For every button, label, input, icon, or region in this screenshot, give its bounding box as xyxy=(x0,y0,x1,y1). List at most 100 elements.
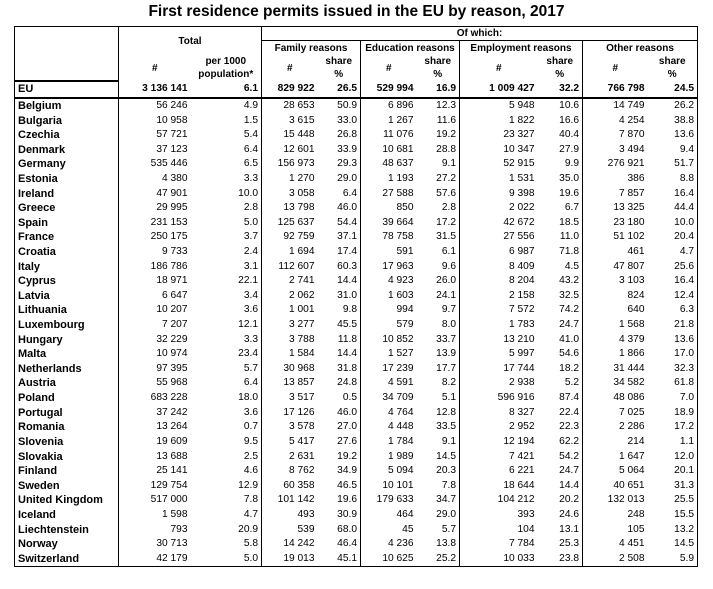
family-share-cell: 27.6 xyxy=(317,434,361,450)
education-count-cell: 1 989 xyxy=(388,450,414,462)
header-employment-share: share% xyxy=(537,55,583,81)
other-share-cell: 14.5 xyxy=(647,536,698,552)
other-count-cell: 48 086 xyxy=(613,392,645,404)
education-count-cell: 6 896 xyxy=(388,99,414,111)
family-count-cell: 156 973 xyxy=(277,158,315,170)
country-cell: Switzerland xyxy=(14,551,119,568)
education-count-cell: 179 633 xyxy=(376,494,414,506)
header-family-share: share% xyxy=(317,55,361,81)
per-1000-cell: 5.8 xyxy=(190,536,262,552)
other-count-cell: 386 xyxy=(627,172,645,184)
education-count-cell: 464 xyxy=(396,508,414,520)
other-share-cell: 51.7 xyxy=(647,157,698,172)
other-count-cell: 40 651 xyxy=(613,479,645,491)
country-cell: Bulgaria xyxy=(14,113,119,128)
other-share-cell: 5.9 xyxy=(647,551,698,568)
education-count-cell: 78 758 xyxy=(382,231,414,243)
family-count-cell: 14 242 xyxy=(283,538,315,550)
total-count-cell: 25 141 xyxy=(156,465,188,477)
family-share-cell: 46.4 xyxy=(317,536,361,552)
header-group-education: Education reasons xyxy=(360,40,460,55)
per-1000-cell: 6.5 xyxy=(190,157,262,172)
family-count-cell: 1 584 xyxy=(289,348,315,360)
education-share-cell: 33.7 xyxy=(416,332,460,347)
family-share-cell: 19.2 xyxy=(317,449,361,464)
education-count-cell: 1 527 xyxy=(388,348,414,360)
employment-count-cell: 104 212 xyxy=(497,494,535,506)
other-share-cell: 6.3 xyxy=(647,303,698,318)
per-1000-cell: 3.3 xyxy=(190,332,262,347)
country-cell: Iceland xyxy=(14,507,119,523)
family-count-cell: 1 694 xyxy=(289,246,315,257)
other-share-cell: 13.6 xyxy=(647,332,698,347)
country-cell: Czechia xyxy=(14,127,119,143)
family-count-cell: 3 615 xyxy=(289,114,315,126)
family-count-cell: 3 277 xyxy=(289,319,315,331)
employment-count-cell: 18 644 xyxy=(503,479,535,491)
country-cell: Belgium xyxy=(14,97,119,114)
employment-share-cell: 71.8 xyxy=(537,244,583,260)
education-count-cell: 4 764 xyxy=(388,406,414,418)
education-share-cell: 7.8 xyxy=(416,478,460,494)
education-share-cell: 57.6 xyxy=(416,186,460,201)
total-count-cell: 37 242 xyxy=(156,406,188,418)
country-cell: Latvia xyxy=(14,288,119,304)
other-count-cell: 3 494 xyxy=(619,143,645,155)
family-count-cell: 15 448 xyxy=(283,129,315,141)
total-count-cell: 97 395 xyxy=(156,362,188,374)
total-count-cell: 6 647 xyxy=(162,289,188,301)
employment-count-cell: 5 948 xyxy=(509,99,535,111)
family-share-cell: 46.5 xyxy=(317,478,361,494)
other-count-cell: 3 103 xyxy=(619,275,645,287)
education-share-cell: 14.5 xyxy=(416,449,460,464)
other-count-cell: 4 379 xyxy=(619,333,645,345)
total-count-cell: 10 958 xyxy=(156,114,188,126)
total-count-cell: 9 733 xyxy=(162,246,188,257)
table-row: Iceland 1 598 4.7 493 30.9 464 29.0 393 24.6 248 1… xyxy=(14,507,698,523)
header-total-count: # xyxy=(151,62,158,74)
country-cell: Portugal xyxy=(14,405,119,421)
education-count-cell: 4 236 xyxy=(388,538,414,550)
total-count-cell: 683 228 xyxy=(150,392,188,404)
family-share-cell: 26.8 xyxy=(317,127,361,143)
country-cell: Malta xyxy=(14,346,119,362)
table-row-eu: EU 3 136 141 6.1 829 922 26.5 529 994 16.9 1 00… xyxy=(14,81,698,99)
country-cell: EU xyxy=(14,81,119,99)
table-row: Germany 535 446 6.5 156 973 29.3 48 637 9.1 52 … xyxy=(14,157,698,172)
family-share-cell: 60.3 xyxy=(317,259,361,274)
family-share-cell: 14.4 xyxy=(317,346,361,362)
other-share-cell: 10.0 xyxy=(647,215,698,231)
other-count-cell: 132 013 xyxy=(607,494,645,506)
other-share-cell: 1.1 xyxy=(647,434,698,450)
family-count-cell: 3 517 xyxy=(289,392,315,404)
employment-count-cell: 10 033 xyxy=(459,551,538,568)
total-count-cell: 47 901 xyxy=(156,187,188,199)
per-1000-cell: 23.4 xyxy=(190,346,262,362)
header-group-employment: Employment reasons xyxy=(459,40,583,55)
per-1000-cell: 20.9 xyxy=(190,522,262,537)
per-1000-cell: 0.7 xyxy=(190,420,262,435)
employment-count-cell: 2 952 xyxy=(509,421,535,433)
family-share-cell: 26.5 xyxy=(317,81,361,99)
total-count-cell: 1 598 xyxy=(162,508,188,520)
education-share-cell: 9.6 xyxy=(416,259,460,274)
employment-count-cell: 5 997 xyxy=(509,348,535,360)
education-count-cell: 591 xyxy=(396,246,414,257)
table-title: First residence permits issued in the EU… xyxy=(148,3,565,20)
total-count-cell: 57 721 xyxy=(156,129,188,141)
employment-count-cell: 2 158 xyxy=(509,289,535,301)
total-count-cell: 18 971 xyxy=(156,275,188,287)
education-share-cell: 17.2 xyxy=(416,215,460,231)
family-count-cell: 539 xyxy=(297,523,315,535)
table-row: Spain 231 153 5.0 125 637 54.4 39 664 17.2 42 6… xyxy=(14,215,698,231)
country-cell: France xyxy=(14,230,119,245)
country-cell: Norway xyxy=(14,536,119,552)
other-count-cell: 248 xyxy=(627,508,645,520)
other-count-cell: 2 286 xyxy=(619,421,645,433)
per-1000-cell: 3.4 xyxy=(190,288,262,304)
table-row: Hungary 32 229 3.3 3 788 11.8 10 852 33.7 13 21… xyxy=(14,332,698,347)
per-1000-cell: 3.3 xyxy=(190,171,262,187)
education-share-cell: 5.1 xyxy=(416,390,460,406)
family-share-cell: 68.0 xyxy=(317,522,361,537)
family-count-cell: 2 631 xyxy=(289,450,315,462)
